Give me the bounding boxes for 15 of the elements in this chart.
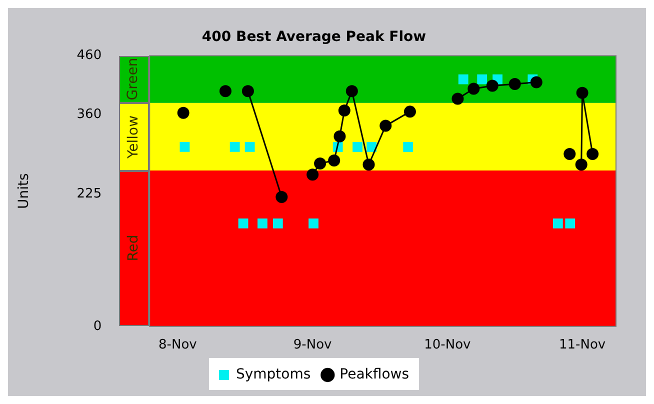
legend-label: Peakflows xyxy=(340,366,410,383)
x-tick-label: 8-Nov xyxy=(158,338,198,353)
x-tick-label: 9-Nov xyxy=(293,338,332,353)
x-tick-label: 11-Nov xyxy=(558,338,606,353)
chart-title: 400 Best Average Peak Flow xyxy=(202,29,426,46)
y-tick-label: 225 xyxy=(76,186,102,202)
y-tick-label: 0 xyxy=(93,318,102,334)
band-label: Yellow xyxy=(126,115,142,158)
y-tick-label: 460 xyxy=(76,48,102,64)
y-axis-title: Units xyxy=(16,173,32,209)
legend-label: Symptoms xyxy=(236,366,311,383)
x-tick-label: 10-Nov xyxy=(424,338,472,353)
band-label: Red xyxy=(126,235,142,262)
y-tick-label: 360 xyxy=(76,107,102,122)
band-label: Green xyxy=(126,58,142,101)
